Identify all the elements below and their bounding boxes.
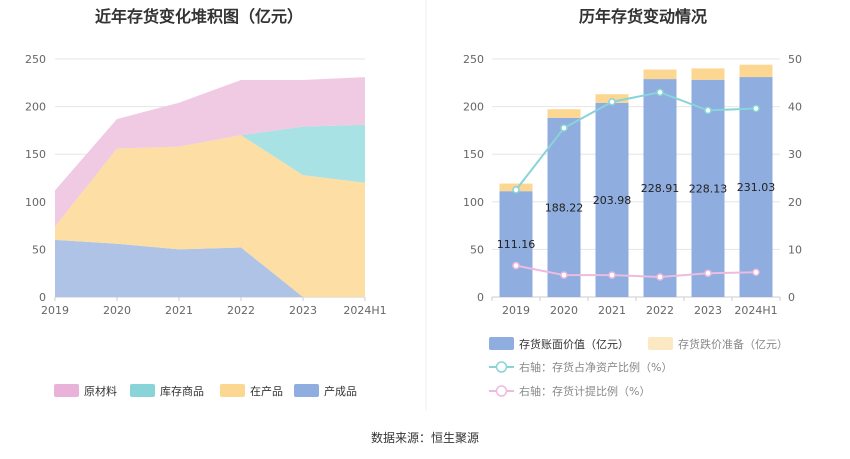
line-point bbox=[752, 268, 760, 276]
bar-impairment bbox=[691, 68, 725, 80]
left-x-tick-label: 2020 bbox=[103, 304, 131, 317]
area-在产品 bbox=[55, 135, 365, 297]
bar-book-value bbox=[547, 117, 581, 297]
bar-book-value bbox=[739, 77, 773, 297]
right-legend-label: 右轴：存货占净资产比例（%） bbox=[519, 360, 672, 374]
right-legend-swatch bbox=[489, 337, 514, 350]
right-y-axis-right: 0 10 20 30 40 50 bbox=[788, 53, 802, 304]
right-y2-tick-label: 0 bbox=[788, 291, 795, 304]
left-y-tick-label: 50 bbox=[32, 243, 46, 256]
left-legend: 原材料 库存商品 在产品 产成品 bbox=[54, 384, 357, 398]
left-x-tick-label: 2024H1 bbox=[343, 304, 386, 317]
bar-value-label: 188.22 bbox=[545, 201, 584, 214]
line-point bbox=[560, 271, 568, 279]
inventory-change-bar-chart: 历年存货变动情况 111.16 188.22 203.98 228.91 228.13 2… bbox=[463, 7, 802, 398]
line-point bbox=[512, 186, 520, 194]
line-point bbox=[560, 124, 568, 132]
bar-impairment bbox=[643, 69, 677, 80]
right-legend-label: 存货账面价值（亿元） bbox=[519, 337, 629, 351]
bar-value-label: 228.13 bbox=[689, 182, 728, 195]
bar-impairment bbox=[739, 64, 773, 78]
area-原材料 bbox=[55, 77, 365, 227]
right-y2-tick-label: 10 bbox=[788, 243, 802, 256]
left-y-tick-label: 250 bbox=[25, 53, 46, 66]
line-point bbox=[608, 271, 616, 279]
left-areas bbox=[55, 77, 365, 297]
bar-value-label: 203.98 bbox=[593, 194, 632, 207]
right-y-tick-label: 100 bbox=[463, 196, 484, 209]
line-provision-ratio bbox=[515, 264, 757, 279]
right-x-axis: 2019 2020 2021 2022 2023 2024H1 bbox=[491, 297, 781, 317]
line-point bbox=[512, 261, 520, 270]
right-y-axis-left: 0 50 100 150 200 250 bbox=[463, 53, 484, 304]
left-legend-label: 原材料 bbox=[84, 384, 117, 398]
line-point bbox=[656, 273, 664, 281]
right-legend-swatch bbox=[648, 337, 673, 350]
left-legend-swatch bbox=[130, 384, 155, 397]
right-y-tick-label: 150 bbox=[463, 148, 484, 161]
bar-value-label: 228.91 bbox=[641, 182, 680, 195]
right-x-tick-label: 2019 bbox=[502, 304, 530, 317]
bar-value-label: 111.16 bbox=[497, 238, 536, 251]
left-x-axis: 2019 2020 2021 2022 2023 2024H1 bbox=[41, 297, 387, 317]
right-legend-line-marker bbox=[495, 361, 508, 373]
right-y-tick-label: 250 bbox=[463, 53, 484, 66]
left-legend-label: 产成品 bbox=[324, 384, 357, 398]
line-point bbox=[656, 88, 664, 97]
left-y-axis: 0 50 100 150 200 250 bbox=[25, 53, 46, 304]
left-y-tick-label: 200 bbox=[25, 101, 46, 114]
right-bars bbox=[499, 64, 773, 298]
left-y-tick-label: 100 bbox=[25, 196, 46, 209]
line-point bbox=[704, 269, 712, 277]
right-chart-title: 历年存货变动情况 bbox=[579, 7, 707, 26]
right-y-tick-label: 200 bbox=[463, 101, 484, 114]
right-y2-tick-label: 30 bbox=[788, 148, 802, 161]
area-产成品 bbox=[55, 239, 365, 297]
left-chart-title: 近年存货变化堆积图（亿元） bbox=[95, 7, 303, 26]
left-x-tick-label: 2021 bbox=[165, 304, 193, 317]
bar-book-value bbox=[499, 191, 533, 297]
right-y-tick-label: 0 bbox=[477, 291, 484, 304]
left-y-tick-label: 150 bbox=[25, 148, 46, 161]
left-legend-label: 在产品 bbox=[250, 384, 283, 398]
area-库存商品 bbox=[55, 124, 365, 227]
right-legend: 存货账面价值（亿元） 存货跌价准备（亿元） 右轴：存货占净资产比例（%） 右轴：存货计… bbox=[489, 337, 788, 398]
right-bar-labels: 111.16 188.22 203.98 228.91 228.13 231.03 bbox=[497, 181, 776, 251]
right-grid bbox=[492, 58, 780, 298]
left-legend-swatch bbox=[294, 384, 319, 397]
right-legend-label: 存货跌价准备（亿元） bbox=[678, 337, 788, 351]
right-x-tick-label: 2020 bbox=[550, 304, 578, 317]
right-y2-tick-label: 20 bbox=[788, 196, 802, 209]
line-point bbox=[752, 104, 760, 113]
left-x-tick-label: 2019 bbox=[41, 304, 69, 317]
left-y-tick-label: 0 bbox=[39, 291, 46, 304]
left-legend-swatch bbox=[54, 384, 79, 397]
right-legend-line-marker bbox=[495, 385, 508, 397]
line-point bbox=[608, 98, 616, 106]
right-x-tick-label: 2023 bbox=[694, 304, 722, 317]
right-x-tick-label: 2024H1 bbox=[734, 304, 777, 317]
right-x-tick-label: 2021 bbox=[598, 304, 626, 317]
left-x-tick-label: 2022 bbox=[227, 304, 255, 317]
bar-book-value bbox=[595, 102, 629, 298]
right-lines bbox=[512, 88, 760, 281]
right-y-tick-label: 50 bbox=[470, 243, 484, 256]
bar-value-label: 231.03 bbox=[737, 181, 776, 194]
right-y2-tick-label: 50 bbox=[788, 53, 802, 66]
left-x-tick-label: 2023 bbox=[289, 304, 317, 317]
data-source: 数据来源：恒生聚源 bbox=[371, 430, 479, 445]
right-legend-label: 右轴：存货计提比例（%） bbox=[519, 384, 650, 398]
bar-book-value bbox=[691, 79, 725, 297]
left-legend-swatch bbox=[220, 384, 245, 397]
bar-book-value bbox=[643, 79, 677, 297]
left-legend-label: 库存商品 bbox=[160, 384, 204, 398]
bar-impairment bbox=[547, 109, 581, 118]
line-point bbox=[704, 106, 712, 115]
line-ratio-net-assets bbox=[515, 91, 757, 191]
right-y2-tick-label: 40 bbox=[788, 101, 802, 114]
right-x-tick-label: 2022 bbox=[646, 304, 674, 317]
